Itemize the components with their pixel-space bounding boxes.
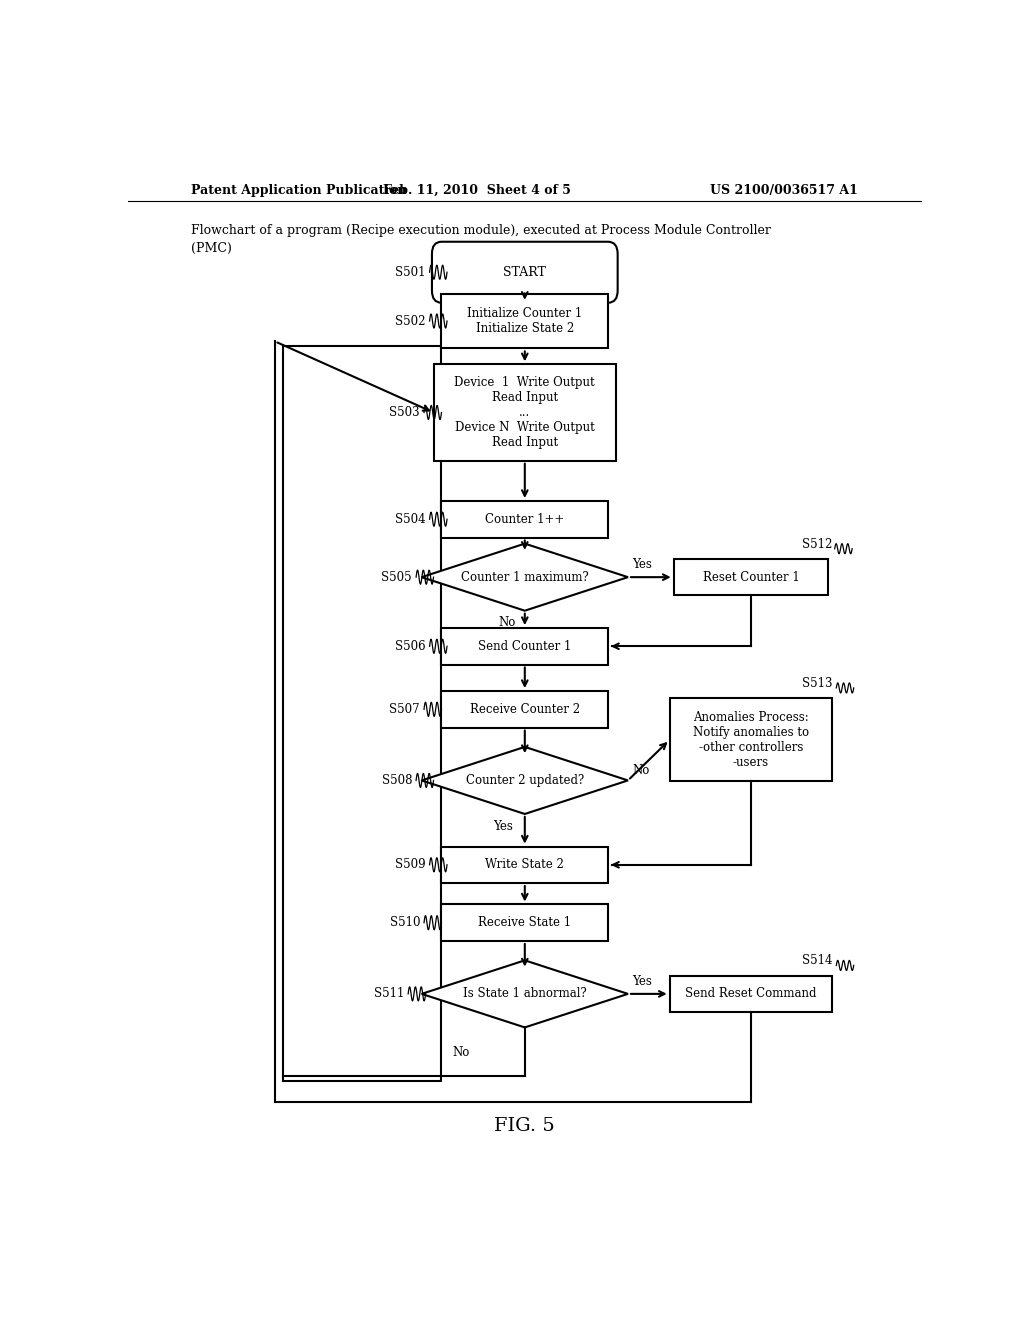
Bar [441,904,608,941]
Text: S510: S510 [389,916,420,929]
Text: Write State 2: Write State 2 [485,858,564,871]
FancyBboxPatch shape [432,242,617,302]
Text: No: No [632,764,649,776]
Bar [283,346,441,1081]
Text: No: No [499,616,516,630]
Bar [441,690,608,727]
Polygon shape [422,747,628,814]
Bar [670,698,833,781]
Text: Feb. 11, 2010  Sheet 4 of 5: Feb. 11, 2010 Sheet 4 of 5 [383,183,571,197]
Text: Receive State 1: Receive State 1 [478,916,571,929]
Text: S501: S501 [395,265,426,279]
Text: Initialize Counter 1
Initialize State 2: Initialize Counter 1 Initialize State 2 [467,308,583,335]
Bar [433,364,616,461]
Bar [674,558,828,595]
Text: Counter 1 maximum?: Counter 1 maximum? [461,570,589,583]
Text: Yes: Yes [632,558,652,572]
Text: S505: S505 [382,570,412,583]
Text: Anomalies Process:
Notify anomalies to
-other controllers
-users: Anomalies Process: Notify anomalies to -… [693,710,809,768]
Bar [441,846,608,883]
Text: S507: S507 [389,702,420,715]
Text: Yes: Yes [493,820,513,833]
Text: No: No [453,1047,470,1060]
Text: Flowchart of a program (Recipe execution module), executed at Process Module Con: Flowchart of a program (Recipe execution… [191,224,771,238]
Text: S514: S514 [802,954,833,968]
Text: Counter 1++: Counter 1++ [485,512,564,525]
Bar [441,293,608,348]
Text: S509: S509 [395,858,426,871]
Text: Yes: Yes [632,975,652,989]
Text: S511: S511 [374,987,404,1001]
Text: Send Reset Command: Send Reset Command [685,987,817,1001]
Text: Send Counter 1: Send Counter 1 [478,640,571,653]
Text: S504: S504 [395,512,426,525]
Text: S512: S512 [802,537,833,550]
Text: Is State 1 abnormal?: Is State 1 abnormal? [463,987,587,1001]
Text: S506: S506 [395,640,426,653]
Text: S503: S503 [389,407,420,418]
Text: S513: S513 [802,677,833,690]
Text: Patent Application Publication: Patent Application Publication [191,183,407,197]
Text: S502: S502 [395,314,426,327]
Text: US 2100/0036517 A1: US 2100/0036517 A1 [711,183,858,197]
Text: S508: S508 [382,774,412,787]
Text: Device  1  Write Output
Read Input
...
Device N  Write Output
Read Input: Device 1 Write Output Read Input ... Dev… [455,376,595,449]
Text: START: START [504,265,546,279]
Text: (PMC): (PMC) [191,242,232,255]
Text: Counter 2 updated?: Counter 2 updated? [466,774,584,787]
Bar [670,975,833,1012]
Bar [441,500,608,537]
Polygon shape [422,544,628,611]
Text: Receive Counter 2: Receive Counter 2 [470,702,580,715]
Text: FIG. 5: FIG. 5 [495,1117,555,1135]
Text: Reset Counter 1: Reset Counter 1 [702,570,800,583]
Bar [441,628,608,664]
Polygon shape [422,961,628,1027]
